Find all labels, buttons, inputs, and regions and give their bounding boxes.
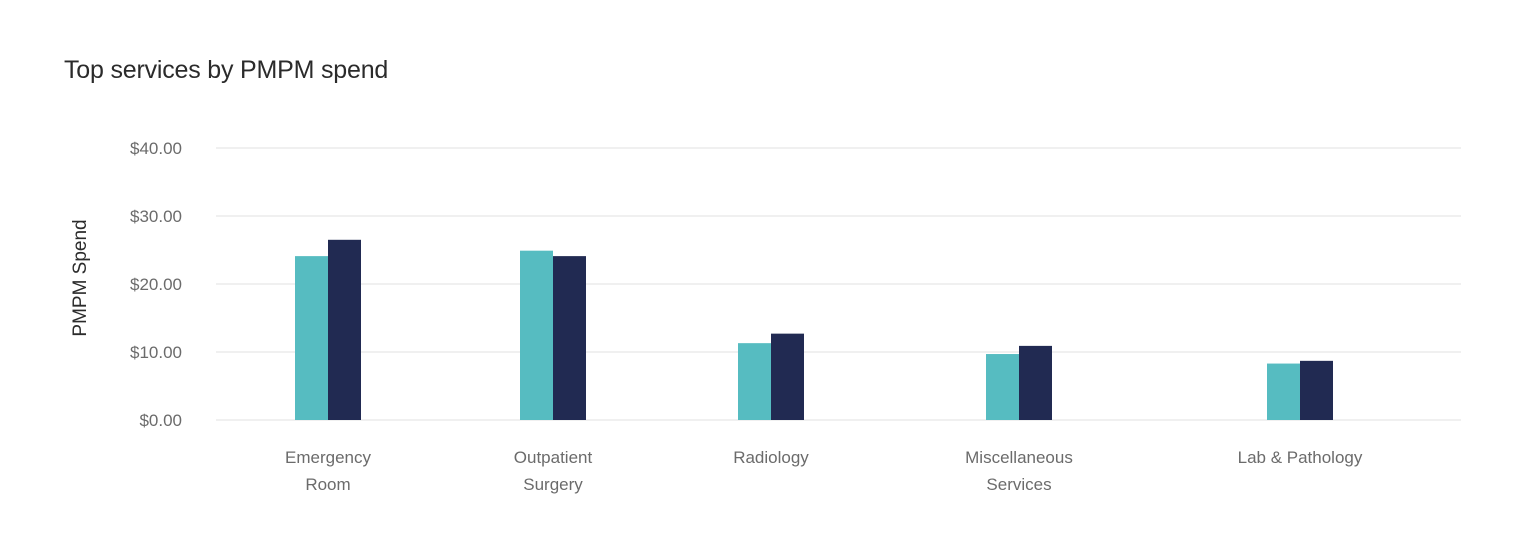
x-tick-label: Miscellaneous Services: [965, 448, 1073, 494]
bars: [295, 239, 1333, 420]
y-tick-label: $30.00: [130, 207, 182, 226]
x-axis-ticks: Emergency Room Outpatient Surgery Radiology M…: [285, 448, 1363, 494]
x-tick-label: Emergency Room: [285, 448, 371, 494]
chart-title: Top services by PMPM spend: [64, 56, 389, 84]
x-tick-label: Radiology: [733, 448, 809, 467]
bar-series-2: [771, 333, 804, 420]
bar-series-2: [328, 239, 361, 420]
bar-series-2: [1300, 360, 1333, 420]
y-axis-ticks: $0.00 $10.00 $20.00 $30.00 $40.00: [130, 139, 182, 430]
bar-series-2: [1019, 345, 1052, 420]
x-tick-label: Lab & Pathology: [1238, 448, 1363, 467]
bar-series-2: [553, 256, 586, 420]
bar-series-1: [738, 343, 771, 420]
bar-series-1: [1267, 363, 1300, 420]
x-tick-label: Outpatient Surgery: [514, 448, 593, 494]
bar-series-1: [986, 354, 1019, 420]
y-tick-label: $0.00: [139, 411, 182, 430]
gridlines: [216, 147, 1461, 421]
y-tick-label: $40.00: [130, 139, 182, 158]
y-tick-label: $20.00: [130, 275, 182, 294]
y-tick-label: $10.00: [130, 343, 182, 362]
bar-series-1: [295, 256, 328, 420]
y-axis-title: PMPM Spend: [70, 219, 91, 336]
bar-series-1: [520, 250, 553, 420]
